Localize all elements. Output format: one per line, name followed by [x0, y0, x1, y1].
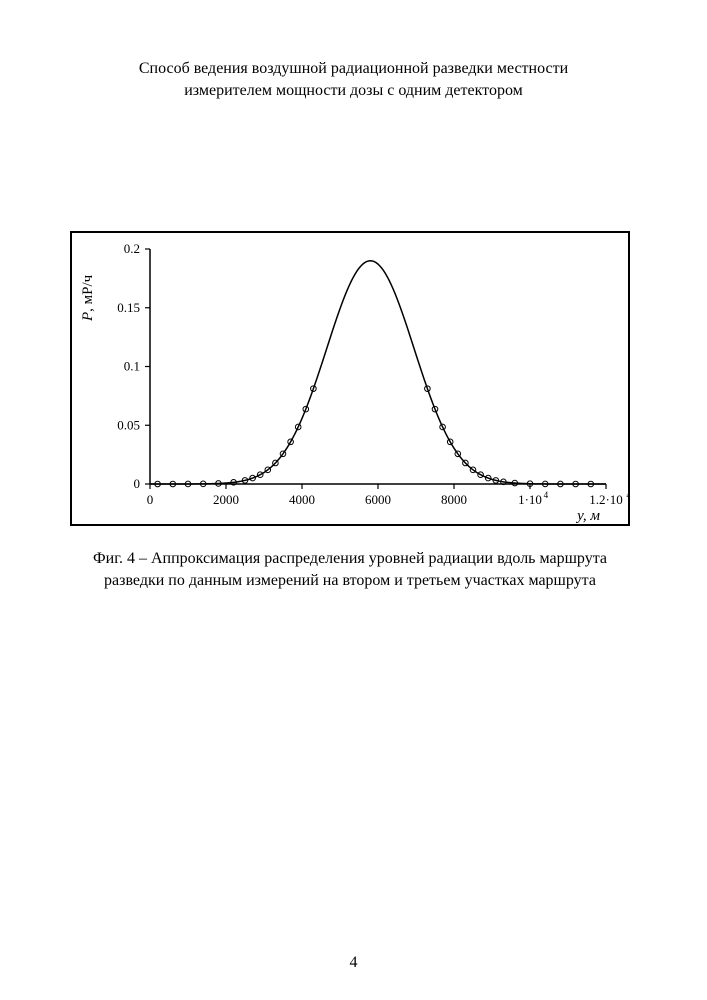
- caption-line-1: Фиг. 4 – Аппроксимация распределения уро…: [93, 550, 607, 567]
- svg-text:4000: 4000: [289, 492, 315, 507]
- svg-text:8000: 8000: [441, 492, 467, 507]
- svg-text:4: 4: [626, 490, 628, 500]
- svg-text:6000: 6000: [365, 492, 391, 507]
- svg-text:0.05: 0.05: [117, 417, 140, 432]
- title-line-1: Способ ведения воздушной радиационной ра…: [139, 60, 568, 77]
- caption-line-2: разведки по данным измерений на втором и…: [104, 572, 596, 589]
- page: Способ ведения воздушной радиационной ра…: [0, 0, 707, 1000]
- svg-text:P, мР/ч: P, мР/ч: [80, 275, 96, 323]
- title-line-2: измерителем мощности дозы с одним детект…: [184, 82, 523, 99]
- radiation-distribution-chart: 020004000600080001·1041.2·104y, м00.050.…: [72, 233, 628, 524]
- figure-caption: Фиг. 4 – Аппроксимация распределения уро…: [70, 548, 630, 591]
- page-number: 4: [0, 954, 707, 972]
- svg-text:2000: 2000: [213, 492, 239, 507]
- svg-text:0.1: 0.1: [124, 359, 140, 374]
- svg-text:4: 4: [544, 490, 549, 500]
- chart-frame: 020004000600080001·1041.2·104y, м00.050.…: [70, 231, 630, 526]
- svg-text:0.2: 0.2: [124, 241, 140, 256]
- svg-text:1.2·10: 1.2·10: [589, 492, 623, 507]
- svg-text:y, м: y, м: [575, 508, 600, 524]
- svg-text:0.15: 0.15: [117, 300, 140, 315]
- svg-text:1·10: 1·10: [518, 492, 542, 507]
- document-title: Способ ведения воздушной радиационной ра…: [70, 58, 637, 101]
- svg-text:0: 0: [147, 492, 154, 507]
- svg-text:0: 0: [134, 476, 141, 491]
